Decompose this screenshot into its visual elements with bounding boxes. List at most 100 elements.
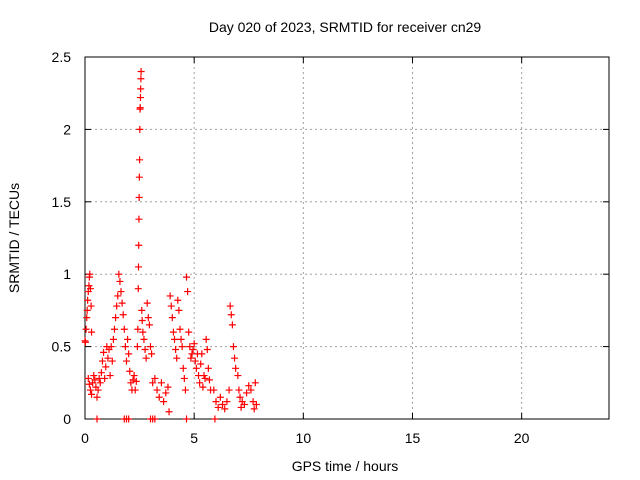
data-point <box>226 302 234 310</box>
data-point <box>212 398 220 406</box>
data-point <box>100 348 108 356</box>
data-point <box>251 379 259 387</box>
data-point <box>137 75 145 83</box>
data-point <box>252 401 260 409</box>
data-point <box>136 94 144 102</box>
data-point <box>119 311 127 319</box>
data-point <box>84 374 92 382</box>
data-point <box>210 386 218 394</box>
data-point <box>135 215 143 223</box>
axis-ticks: 0 0.5 1 1.5 2 2.5 0 5 10 15 20 <box>52 49 609 446</box>
data-point <box>235 386 243 394</box>
data-point <box>144 314 152 322</box>
data-point <box>115 270 123 278</box>
data-point <box>93 393 101 401</box>
data-point <box>189 345 197 353</box>
data-point <box>121 343 129 351</box>
data-point <box>234 372 242 380</box>
data-point <box>102 363 110 371</box>
data-point <box>101 374 109 382</box>
data-point <box>155 393 163 401</box>
data-point <box>88 390 96 398</box>
data-point <box>81 338 89 346</box>
data-point <box>118 299 126 307</box>
data-point <box>192 364 200 372</box>
data-point <box>214 403 222 411</box>
data-point <box>149 379 157 387</box>
y-tick-label: 1.5 <box>52 194 72 210</box>
data-point <box>180 374 188 382</box>
data-point <box>82 325 90 333</box>
y-tick-label: 2 <box>63 121 71 137</box>
data-point <box>138 317 146 325</box>
data-point <box>86 270 94 278</box>
data-point <box>243 389 251 397</box>
data-point <box>178 343 186 351</box>
data-point <box>221 405 229 413</box>
data-point <box>136 104 144 112</box>
data-point <box>87 302 95 310</box>
data-point <box>160 398 168 406</box>
data-point <box>129 376 137 384</box>
data-point <box>190 340 198 348</box>
data-point <box>167 302 175 310</box>
data-point <box>84 296 92 304</box>
data-point <box>130 372 138 380</box>
x-tick-label: 20 <box>514 430 530 446</box>
data-point <box>232 364 240 372</box>
y-tick-label: 1 <box>63 266 71 282</box>
data-point <box>245 382 253 390</box>
data-point <box>96 379 104 387</box>
data-point <box>90 372 98 380</box>
data-point <box>201 374 209 382</box>
data-point <box>134 263 142 271</box>
data-point <box>177 335 185 343</box>
data-point <box>165 408 173 416</box>
data-points <box>81 67 260 423</box>
data-point <box>223 398 231 406</box>
data-point <box>172 345 180 353</box>
data-point <box>124 335 132 343</box>
data-point <box>183 273 191 281</box>
data-point <box>179 364 187 372</box>
data-point <box>104 354 112 362</box>
x-axis-label: GPS time / hours <box>292 458 399 474</box>
data-point <box>187 354 195 362</box>
data-point <box>199 383 207 391</box>
grid-lines <box>85 57 609 419</box>
x-tick-label: 10 <box>296 430 312 446</box>
data-point <box>83 314 91 322</box>
data-point <box>131 386 139 394</box>
data-point <box>132 377 140 385</box>
data-point <box>227 311 235 319</box>
data-point <box>196 379 204 387</box>
data-point <box>202 335 210 343</box>
data-point <box>174 296 182 304</box>
data-point <box>125 415 133 423</box>
data-point <box>164 383 172 391</box>
data-point <box>85 380 93 388</box>
data-point <box>171 335 179 343</box>
data-point <box>134 325 142 333</box>
data-point <box>122 357 130 365</box>
y-tick-label: 0.5 <box>52 339 72 355</box>
data-point <box>138 306 146 314</box>
data-point <box>198 350 206 358</box>
data-point <box>181 386 189 394</box>
data-point <box>140 335 148 343</box>
data-point <box>88 328 96 336</box>
data-point <box>183 415 191 423</box>
data-point <box>136 125 144 133</box>
x-tick-label: 0 <box>81 430 89 446</box>
data-point <box>205 376 213 384</box>
data-point <box>86 386 94 394</box>
data-point <box>231 354 239 362</box>
data-point <box>143 299 151 307</box>
data-point <box>134 285 142 293</box>
data-point <box>135 173 143 181</box>
y-axis-label: SRMTID / TECUs <box>6 183 22 293</box>
data-point <box>216 393 224 401</box>
data-point <box>106 372 114 380</box>
data-point <box>135 193 143 201</box>
